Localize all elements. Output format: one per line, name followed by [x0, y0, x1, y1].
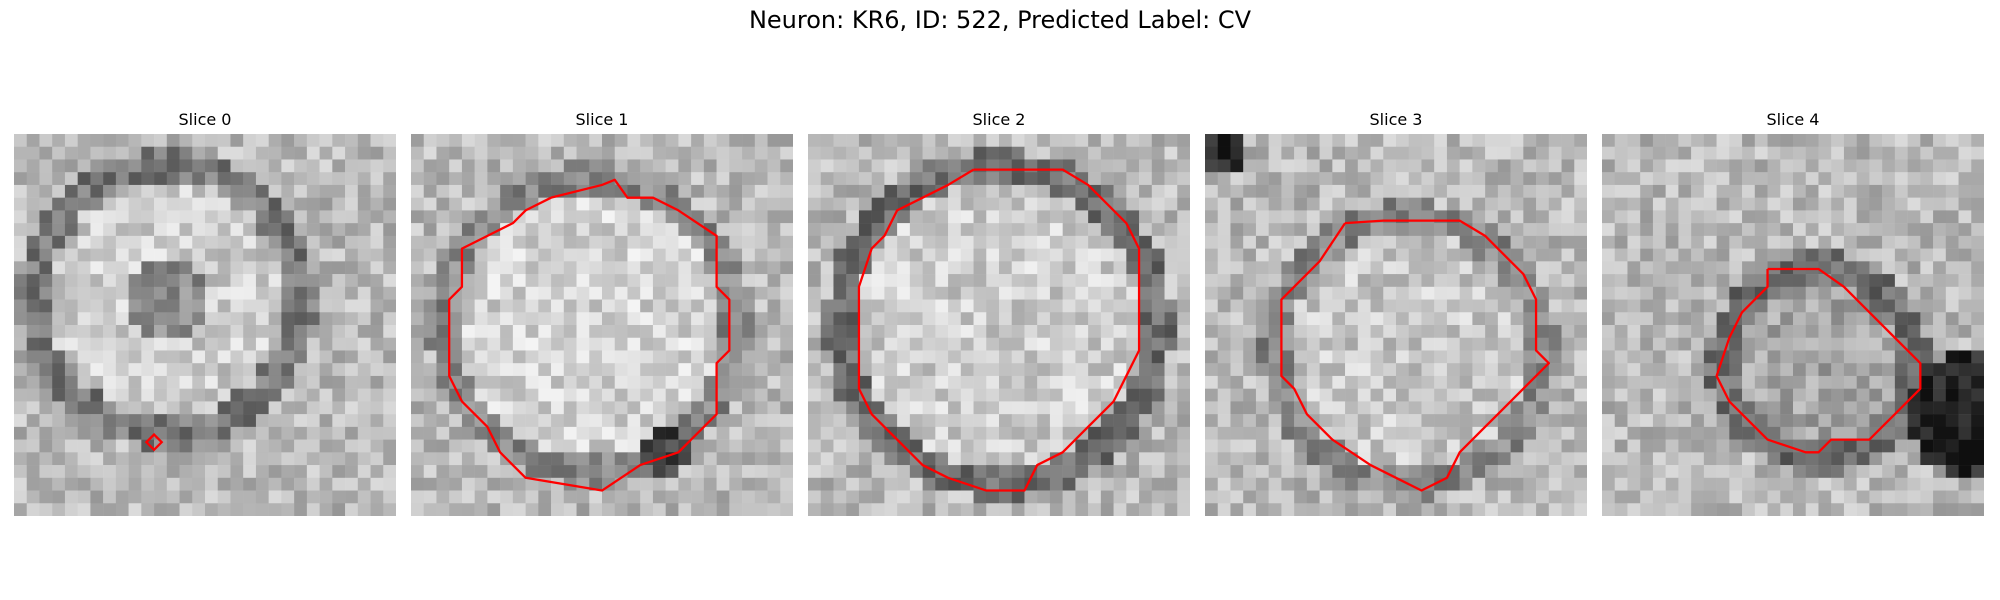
- segmentation-contour-2: [857, 168, 1141, 492]
- segmentation-contour-4: [1715, 267, 1922, 454]
- slice-title-2: Slice 2: [972, 110, 1026, 129]
- grayscale-pixels-2: [808, 134, 1190, 516]
- slice-title-1: Slice 1: [575, 110, 629, 129]
- slice-panel-3: Slice 3: [1205, 110, 1587, 516]
- grayscale-pixels-4: [1602, 134, 1984, 516]
- slice-image-2: [808, 134, 1190, 516]
- slice-panel-0: Slice 0: [14, 110, 396, 516]
- slice-title-3: Slice 3: [1369, 110, 1423, 129]
- slice-title-0: Slice 0: [178, 110, 232, 129]
- segmentation-contour-1: [448, 178, 731, 492]
- slice-image-4: [1602, 134, 1984, 516]
- segmentation-contour-3: [1280, 219, 1550, 492]
- slice-title-4: Slice 4: [1766, 110, 1820, 129]
- grayscale-pixels-1: [411, 134, 793, 516]
- slice-image-0: [14, 134, 396, 516]
- grayscale-pixels-3: [1205, 134, 1587, 516]
- slice-image-3: [1205, 134, 1587, 516]
- center-marker: [144, 432, 164, 452]
- slice-panel-1: Slice 1: [411, 110, 793, 516]
- slice-image-1: [411, 134, 793, 516]
- slice-panel-4: Slice 4: [1602, 110, 1984, 516]
- slice-panel-2: Slice 2: [808, 110, 1190, 516]
- figure-title: Neuron: KR6, ID: 522, Predicted Label: C…: [748, 6, 1252, 34]
- grayscale-pixels-0: [14, 134, 396, 516]
